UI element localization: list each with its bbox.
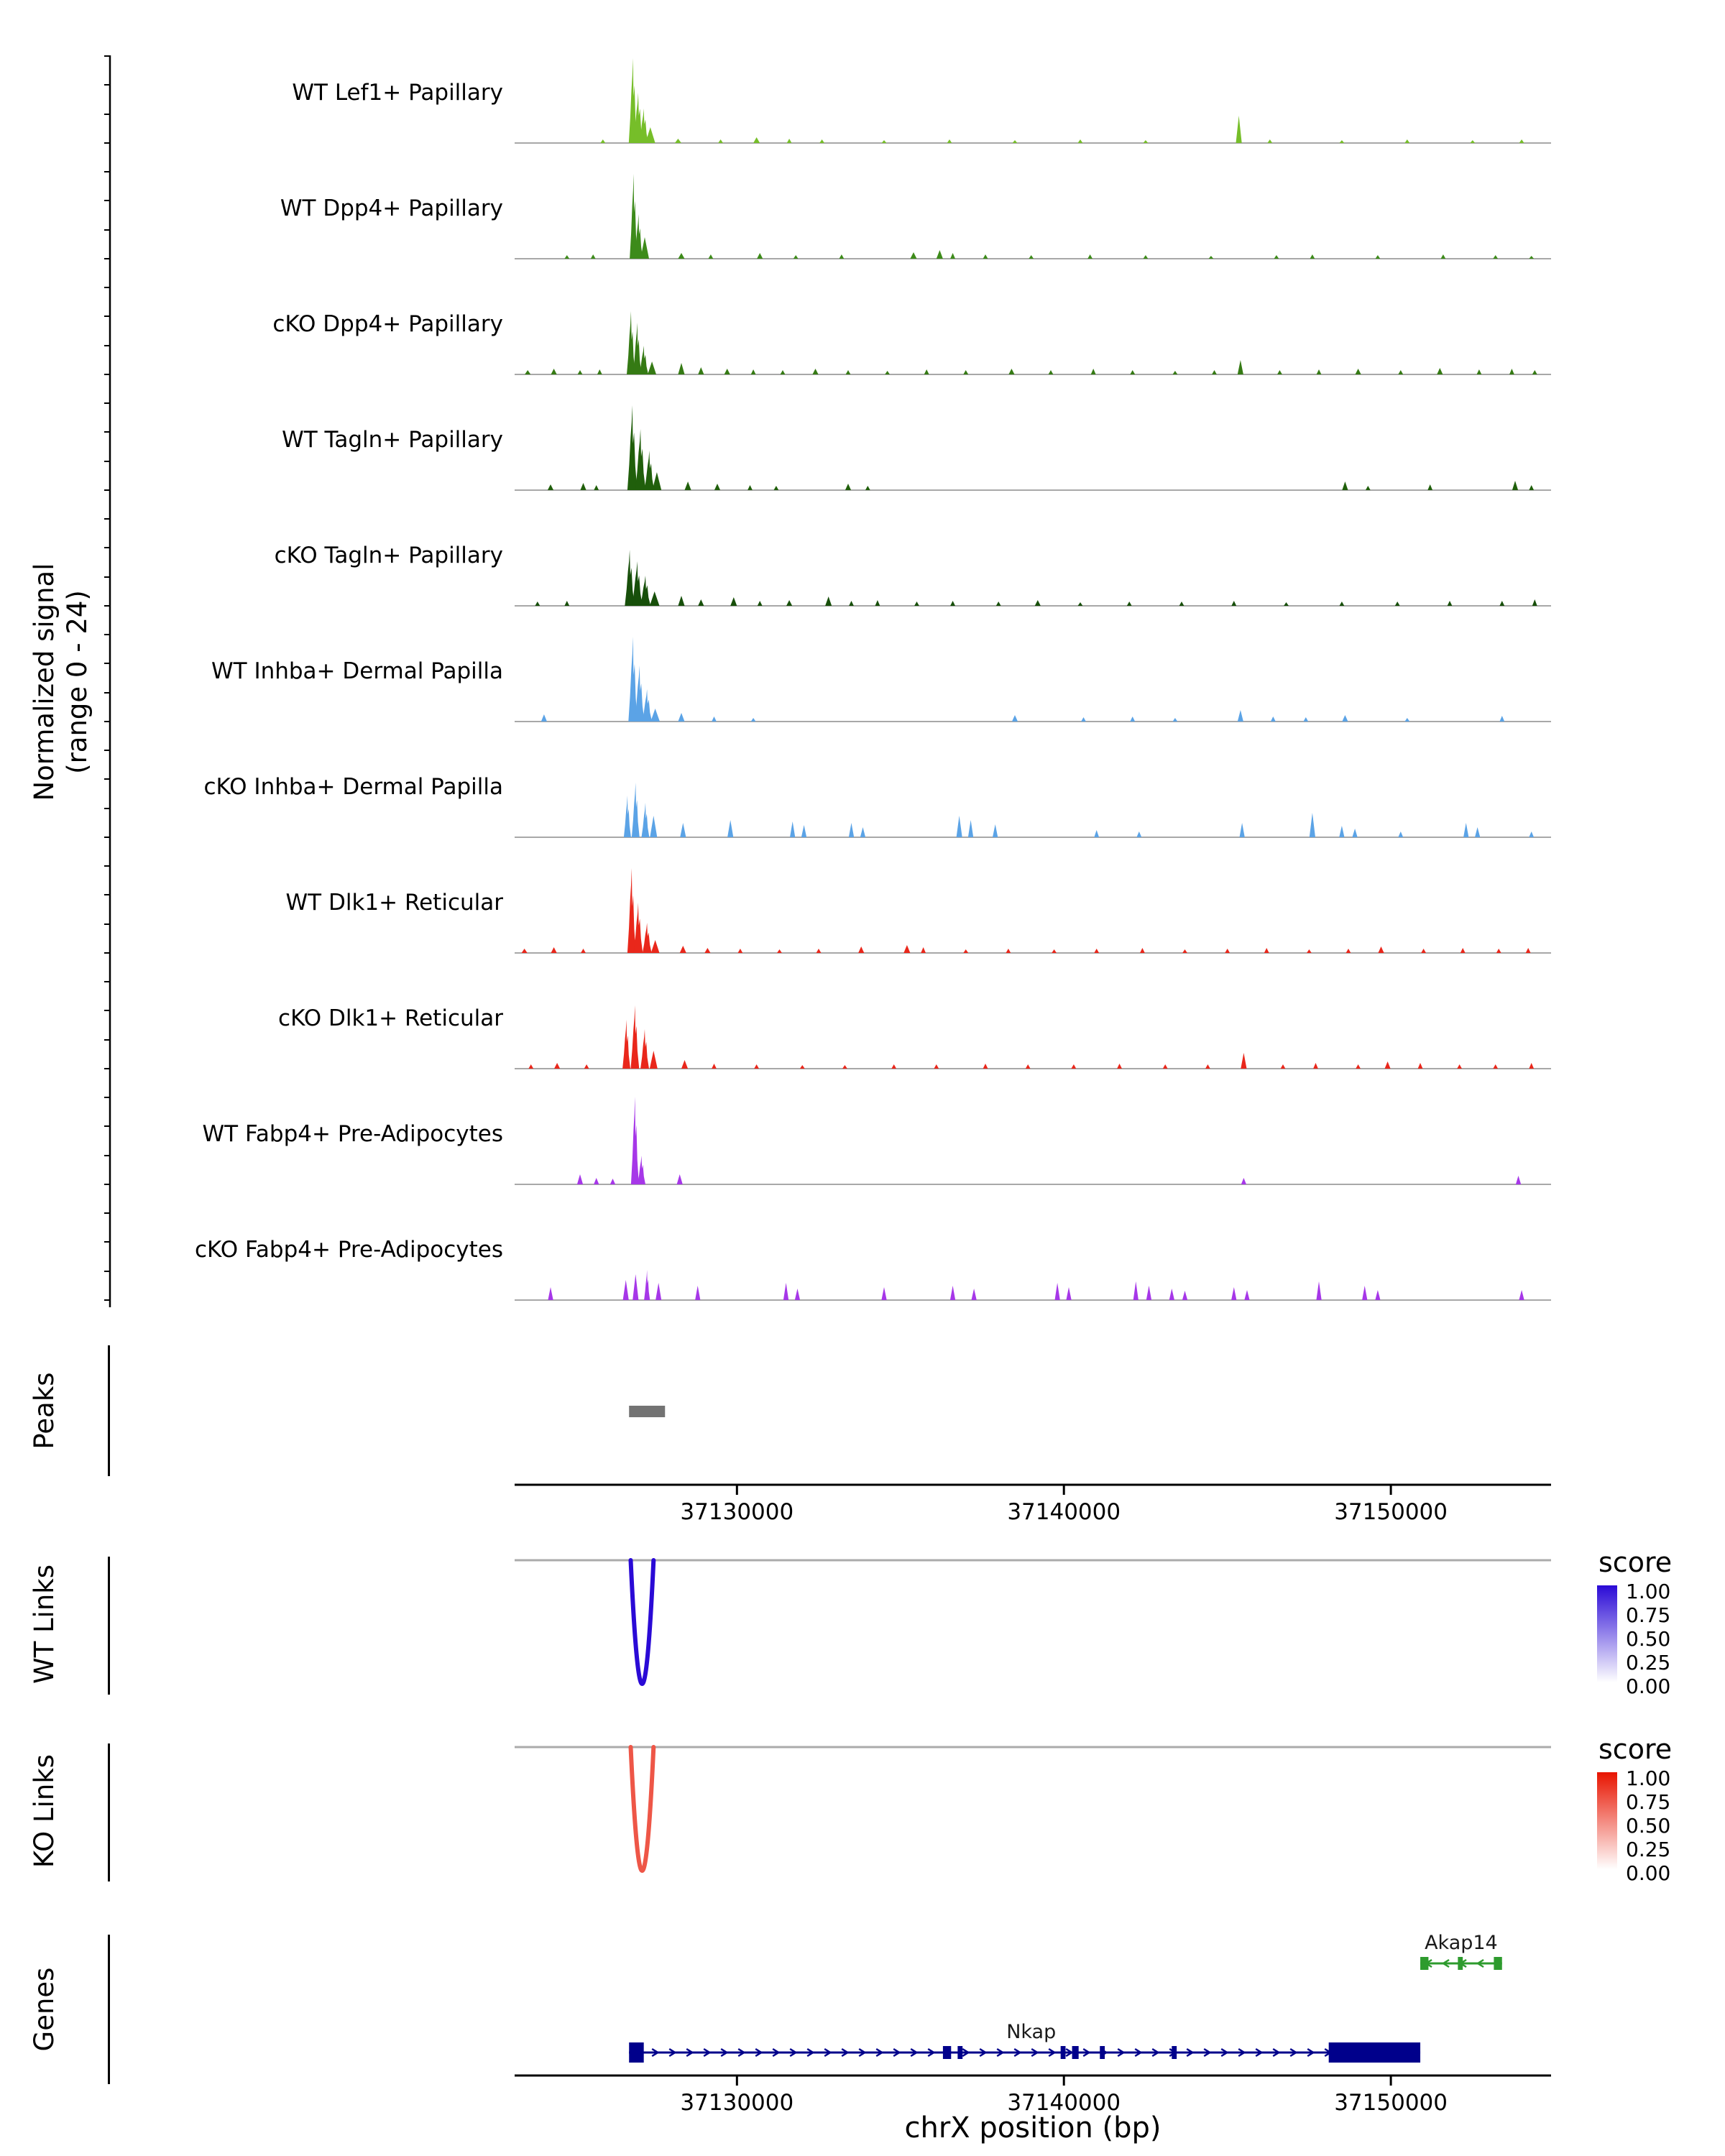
svg-text:Nkap: Nkap [1006, 2021, 1056, 2043]
signal-track-plot [515, 868, 1551, 954]
track-label: cKO Tagln+ Papillary [274, 543, 503, 568]
svg-text:37130000: 37130000 [680, 2090, 794, 2116]
signal-track-plot [515, 783, 1551, 838]
signal-axis-bracket [104, 55, 111, 1307]
signal-track-plot [515, 1097, 1551, 1185]
svg-text:Akap14: Akap14 [1425, 1933, 1498, 1954]
legend-tick: 0.50 [1626, 1627, 1671, 1651]
ko-links-track [515, 1745, 1551, 1873]
legend-tick: 0.75 [1626, 1790, 1671, 1814]
peaks-axis-bracket [108, 1345, 110, 1476]
legend-tick: 0.25 [1626, 1838, 1671, 1861]
legend-tick: 1.00 [1626, 1580, 1671, 1603]
track-label: WT Dpp4+ Papillary [280, 195, 503, 221]
track-label: cKO Fabp4+ Pre-Adipocytes [195, 1237, 503, 1263]
svg-text:37150000: 37150000 [1334, 1499, 1448, 1525]
signal-track-plot [515, 405, 1551, 491]
signal-track-plot [515, 637, 1551, 722]
wt-score-gradient-bar [1597, 1585, 1617, 1682]
wt-score-legend: score 1.00 0.75 0.50 0.25 0.00 [1597, 1547, 1719, 1698]
wt-score-legend-ticks: 1.00 0.75 0.50 0.25 0.00 [1626, 1580, 1671, 1698]
svg-text:37150000: 37150000 [1334, 2090, 1448, 2116]
genes-axis-bracket [108, 1935, 110, 2084]
x-axis-title: chrX position (bp) [904, 2111, 1162, 2145]
ko-links-axis-bracket [108, 1743, 110, 1881]
signal-track-plot [515, 550, 1551, 607]
legend-tick: 0.00 [1626, 1674, 1671, 1698]
signal-track-plot [515, 1005, 1551, 1069]
track-label: cKO Dpp4+ Papillary [272, 311, 503, 337]
track-label: WT Tagln+ Papillary [282, 427, 503, 453]
svg-text:37140000: 37140000 [1007, 1499, 1121, 1525]
svg-text:37130000: 37130000 [680, 1499, 794, 1525]
legend-tick: 0.50 [1626, 1814, 1671, 1838]
ko-score-legend: score 1.00 0.75 0.50 0.25 0.00 [1597, 1733, 1719, 1885]
peaks-track [629, 1406, 666, 1417]
genes-track: Akap14 Nkap [629, 1933, 1502, 2063]
wt-links-axis-bracket [108, 1557, 110, 1695]
legend-tick: 1.00 [1626, 1766, 1671, 1790]
wt-links-section-label: WT Links [29, 1565, 60, 1684]
wt-score-legend-title: score [1598, 1547, 1673, 1578]
svg-text:37140000: 37140000 [1007, 2090, 1121, 2116]
legend-tick: 0.75 [1626, 1603, 1671, 1627]
peaks-section-label: Peaks [29, 1372, 60, 1450]
track-label: WT Dlk1+ Reticular [285, 890, 503, 916]
track-label: WT Lef1+ Papillary [292, 80, 503, 106]
legend-tick: 0.25 [1626, 1651, 1671, 1674]
track-label: cKO Inhba+ Dermal Papilla [203, 774, 504, 800]
track-label: WT Fabp4+ Pre-Adipocytes [202, 1121, 504, 1147]
genes-section-label: Genes [29, 1967, 60, 2052]
wt-links-track [515, 1558, 1551, 1686]
signal-track-plot [515, 174, 1551, 259]
ko-score-legend-ticks: 1.00 0.75 0.50 0.25 0.00 [1626, 1766, 1671, 1885]
x-axis-bottom: 37130000 37140000 37150000 [515, 2074, 1551, 2116]
x-axis-middle: 37130000 37140000 37150000 [515, 1483, 1551, 1525]
signal-track-plot [515, 311, 1551, 375]
legend-tick: 0.00 [1626, 1861, 1671, 1885]
track-label: WT Inhba+ Dermal Papilla [211, 658, 503, 684]
signal-track-plot [515, 58, 1551, 144]
y-axis-label-line1: Normalized signal [29, 563, 60, 801]
signal-track-plot [515, 1270, 1551, 1301]
ko-links-section-label: KO Links [29, 1754, 60, 1869]
track-label: cKO Dlk1+ Reticular [278, 1005, 503, 1031]
ko-score-legend-title: score [1598, 1733, 1673, 1765]
ko-score-gradient-bar [1597, 1772, 1617, 1869]
